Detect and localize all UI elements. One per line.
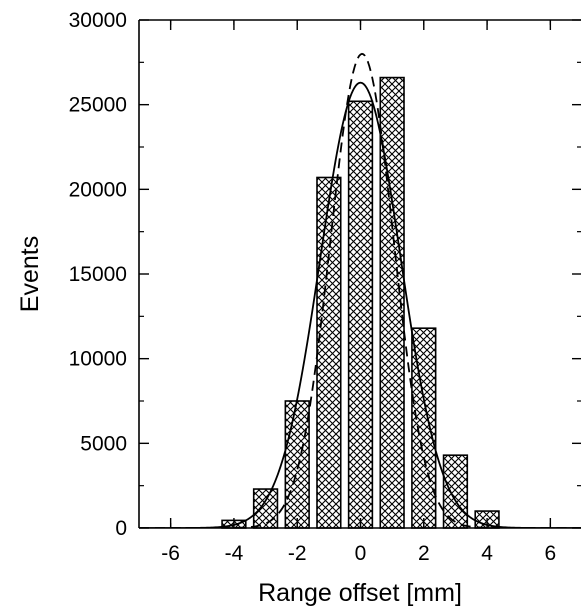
x-tick-label: -2	[288, 542, 307, 565]
x-tick-label: -4	[225, 542, 244, 565]
y-axis-title: Events	[16, 236, 44, 312]
y-tick-label: 0	[115, 517, 127, 540]
y-tick-label: 20000	[69, 178, 127, 201]
y-tick-label: 5000	[80, 432, 127, 455]
x-tick-label: 4	[481, 542, 493, 565]
y-tick-label: 25000	[69, 94, 127, 117]
x-axis-title: Range offset [mm]	[258, 579, 462, 607]
x-tick-label: -6	[161, 542, 180, 565]
bars-layer	[221, 76, 500, 529]
histogram-bar	[284, 400, 310, 529]
tick-labels: -6 -4 -2 0 2 4 6 0 5000 10000 15000 20000 25000 30000	[69, 9, 557, 565]
histogram-bar	[252, 488, 279, 529]
y-tick-label: 10000	[69, 348, 127, 371]
ticks-layer	[139, 19, 581, 529]
x-tick-label: 6	[545, 542, 557, 565]
x-tick-label: 2	[418, 542, 430, 565]
y-tick-label: 30000	[69, 9, 127, 32]
y-tick-label: 15000	[69, 263, 127, 286]
x-tick-label: 0	[355, 542, 367, 565]
histogram-bar	[442, 454, 469, 529]
histogram-bar	[347, 100, 374, 529]
histogram-bar	[316, 176, 342, 529]
